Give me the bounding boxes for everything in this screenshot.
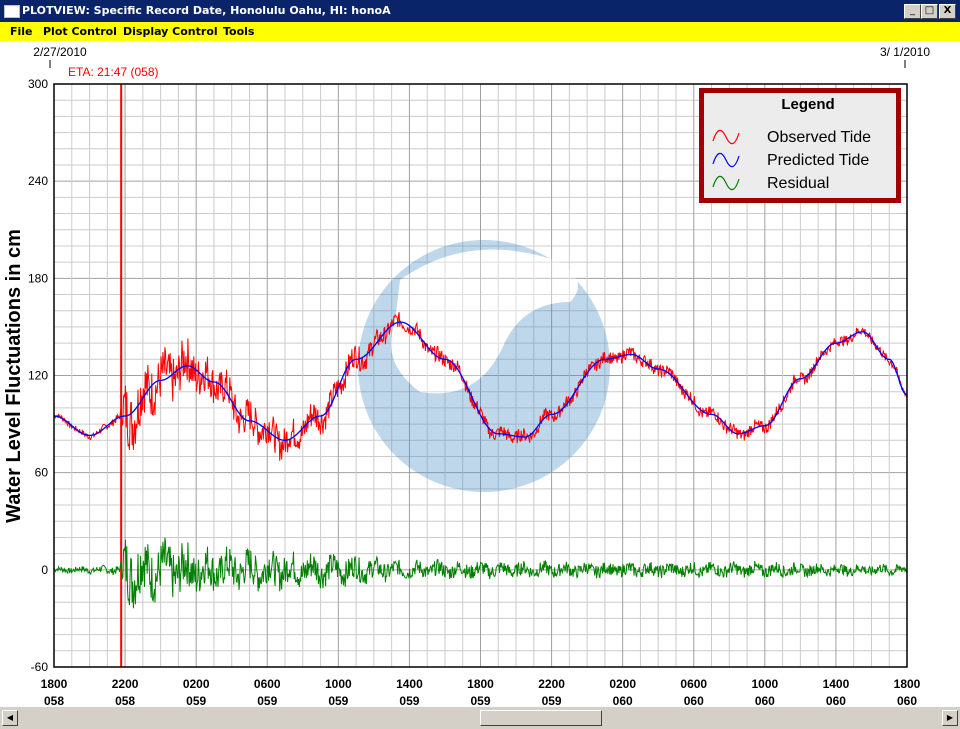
legend-box: [704, 93, 896, 198]
scroll-left-arrow-icon[interactable]: ◀: [2, 710, 18, 726]
title-bar[interactable]: PLOTVIEW: Specific Record Date, Honolulu…: [0, 0, 960, 22]
legend-observed-swatch: [712, 129, 740, 145]
x-tick-day-label: 060: [755, 694, 775, 706]
legend: Legend Observed Tide Predicted Tide Resi…: [699, 88, 901, 203]
x-tick-day-label: 059: [470, 694, 490, 706]
minimize-button[interactable]: _: [904, 4, 921, 19]
legend-predicted-swatch: [712, 152, 740, 168]
x-tick-time-label: 0200: [609, 677, 636, 691]
plot-frame: [53, 83, 908, 668]
scroll-thumb[interactable]: [480, 710, 602, 726]
x-tick-time-label: 0200: [183, 677, 210, 691]
menu-display-control[interactable]: Display Control: [123, 25, 218, 38]
x-tick-time-label: 2200: [112, 677, 139, 691]
tide-chart: 2/27/2010 3/ 1/2010 ETA: 21:47 (058) 300…: [3, 45, 930, 708]
x-tick-day-label: 060: [897, 694, 917, 706]
eta-label: ETA: 21:47 (058): [68, 65, 159, 79]
x-tick-day-label: 059: [542, 694, 562, 706]
y-tick-label: 300: [28, 77, 48, 91]
x-tick-day-label: 058: [44, 694, 64, 706]
legend-observed-label: Observed Tide: [767, 129, 871, 146]
x-tick-day-label: 060: [826, 694, 846, 706]
menu-file[interactable]: File: [10, 25, 33, 38]
menu-bar: File Plot Control Display Control Tools: [0, 22, 960, 41]
y-tick-label: 240: [28, 174, 48, 188]
legend-title: Legend: [781, 96, 834, 113]
x-tick-day-label: 060: [684, 694, 704, 706]
scroll-right-arrow-icon[interactable]: ▶: [942, 710, 958, 726]
plot-area: 2/27/2010 3/ 1/2010 ETA: 21:47 (058) 300…: [0, 41, 960, 708]
series: [53, 312, 908, 609]
noaa-watermark: [358, 240, 610, 492]
y-tick-label: 60: [35, 466, 49, 480]
y-tick-label: 180: [28, 271, 48, 285]
x-tick-day-label: 058: [115, 694, 135, 706]
x-tick-time-label: 1000: [751, 677, 778, 691]
x-tick-day-label: 059: [186, 694, 206, 706]
watermark-disc: [358, 240, 610, 492]
legend-residual-label: Residual: [767, 175, 829, 192]
legend-residual-swatch: [712, 175, 740, 191]
x-tick-day-label: 059: [257, 694, 277, 706]
legend-predicted-label: Predicted Tide: [767, 152, 869, 169]
maximize-button[interactable]: □: [921, 4, 938, 19]
x-tick-time-label: 1000: [325, 677, 352, 691]
x-tick-day-label: 060: [613, 694, 633, 706]
app-icon: [4, 5, 20, 18]
y-axis-label: Water Level Fluctuations in cm: [3, 229, 25, 523]
x-tick-day-label: 059: [328, 694, 348, 706]
observed-tide-series-line: [53, 312, 908, 461]
y-tick-label: 120: [28, 369, 48, 383]
x-tick-time-label: 0600: [680, 677, 707, 691]
x-tick-day-label: 059: [399, 694, 419, 706]
x-tick-time-label: 1800: [467, 677, 494, 691]
x-tick-time-label: 2200: [538, 677, 565, 691]
horizontal-scrollbar[interactable]: ◀ ▶: [0, 706, 960, 729]
x-axis: 1800 058 2200 058 0200 059 0600 059 1000 059 1400 0…: [41, 677, 921, 708]
menu-tools[interactable]: Tools: [223, 25, 255, 38]
menu-plot-control[interactable]: Plot Control: [43, 25, 117, 38]
date-left-label: 2/27/2010: [33, 45, 87, 59]
x-tick-time-label: 1800: [41, 677, 68, 691]
x-tick-time-label: 1800: [894, 677, 921, 691]
x-tick-time-label: 1400: [396, 677, 423, 691]
x-tick-time-label: 0600: [254, 677, 281, 691]
y-tick-label: -60: [31, 660, 49, 674]
close-button[interactable]: X: [939, 4, 956, 19]
date-right-label: 3/ 1/2010: [880, 45, 930, 59]
residual-series-line: [53, 537, 908, 609]
x-tick-time-label: 1400: [823, 677, 850, 691]
predicted-tide-series-line: [54, 321, 908, 441]
window-title: PLOTVIEW: Specific Record Date, Honolulu…: [22, 4, 391, 17]
y-tick-label: 0: [41, 563, 48, 577]
y-axis: 300 240 180 120 60 0 -60: [28, 77, 48, 674]
